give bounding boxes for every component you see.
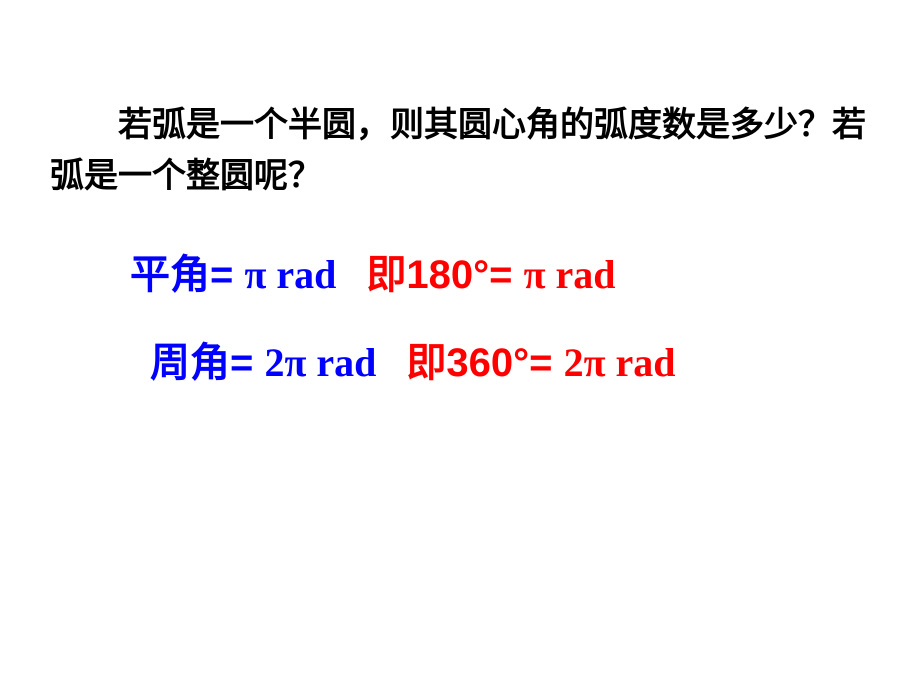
question-content: 若弧是一个半圆，则其圆心角的弧度数是多少？若弧是一个整圆呢？ [50,106,866,195]
eq2-right-prefix: 即 [406,341,446,385]
eq2-left: 周角= 2π rad [150,330,376,388]
eq1-right-value: π rad [524,252,616,297]
eq2-left-value: 2π rad [264,340,376,385]
eq1-left-label: 平角 [130,253,210,297]
equation-row-1: 平角= π rad 即180°= π rad [50,242,870,300]
question-text: 若弧是一个半圆，则其圆心角的弧度数是多少？若弧是一个整圆呢？ [50,100,870,202]
eq2-right: 即360°= 2π rad [406,330,675,388]
eq2-right-eq: = [529,341,563,385]
eq1-right-eq: = [489,253,523,297]
eq1-left: 平角= π rad [130,242,336,300]
slide: 若弧是一个半圆，则其圆心角的弧度数是多少？若弧是一个整圆呢？ 平角= π rad… [0,0,920,690]
eq1-left-value: π rad [244,252,336,297]
equation-row-2: 周角= 2π rad 即360°= 2π rad [50,330,870,388]
eq2-left-label: 周角 [150,341,230,385]
eq2-left-eq: = [230,341,264,385]
eq1-right-deg: 180° [406,253,489,297]
eq2-right-value: 2π rad [564,340,676,385]
eq1-right-prefix: 即 [366,253,406,297]
eq1-left-eq: = [210,253,244,297]
eq1-right: 即180°= π rad [366,242,615,300]
eq2-right-deg: 360° [446,341,529,385]
